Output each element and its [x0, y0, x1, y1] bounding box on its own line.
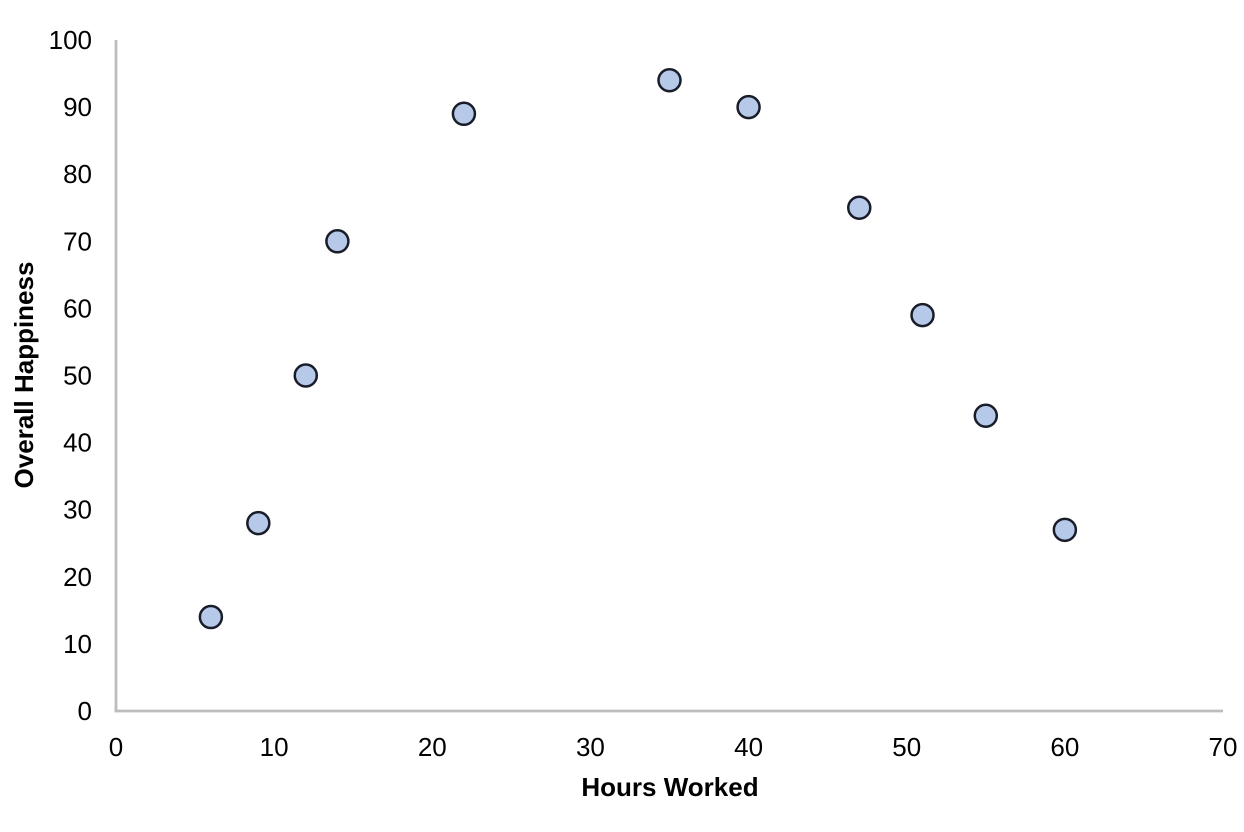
x-tick-label: 60 [1050, 732, 1079, 762]
x-axis-title: Hours Worked [581, 772, 758, 802]
data-point [1052, 517, 1078, 543]
tick-labels-group: 0 10 20 30 40 50 60 70 0 10 20 30 40 50 60 70 80 90 100 [49, 25, 1238, 762]
y-tick-label: 70 [63, 226, 92, 256]
y-axis-title: Overall Happiness [9, 262, 39, 489]
data-points-group [198, 68, 1078, 630]
x-tick-label: 70 [1209, 732, 1238, 762]
data-point [973, 403, 999, 429]
y-tick-label: 40 [63, 428, 92, 458]
axes-group [114, 40, 1223, 713]
y-tick-label: 10 [63, 629, 92, 659]
x-tick-label: 10 [260, 732, 289, 762]
x-tick-label: 40 [734, 732, 763, 762]
x-tick-label: 50 [892, 732, 921, 762]
y-tick-label: 90 [63, 92, 92, 122]
y-tick-label: 0 [78, 696, 92, 726]
data-point [910, 302, 935, 328]
data-point [293, 363, 319, 388]
data-point [847, 195, 872, 220]
y-tick-label: 80 [63, 159, 92, 189]
data-point [736, 94, 761, 120]
y-tick-label: 60 [63, 293, 92, 323]
data-point [198, 604, 224, 630]
x-tick-label: 20 [418, 732, 447, 762]
x-tick-label: 0 [109, 732, 123, 762]
x-tick-label: 30 [576, 732, 605, 762]
data-point [451, 101, 477, 127]
y-tick-label: 50 [63, 361, 92, 391]
y-tick-label: 100 [49, 25, 92, 55]
y-tick-label: 30 [63, 495, 92, 525]
data-point [325, 229, 350, 254]
y-tick-label: 20 [63, 562, 92, 592]
data-point [657, 68, 682, 93]
data-point [246, 510, 271, 536]
